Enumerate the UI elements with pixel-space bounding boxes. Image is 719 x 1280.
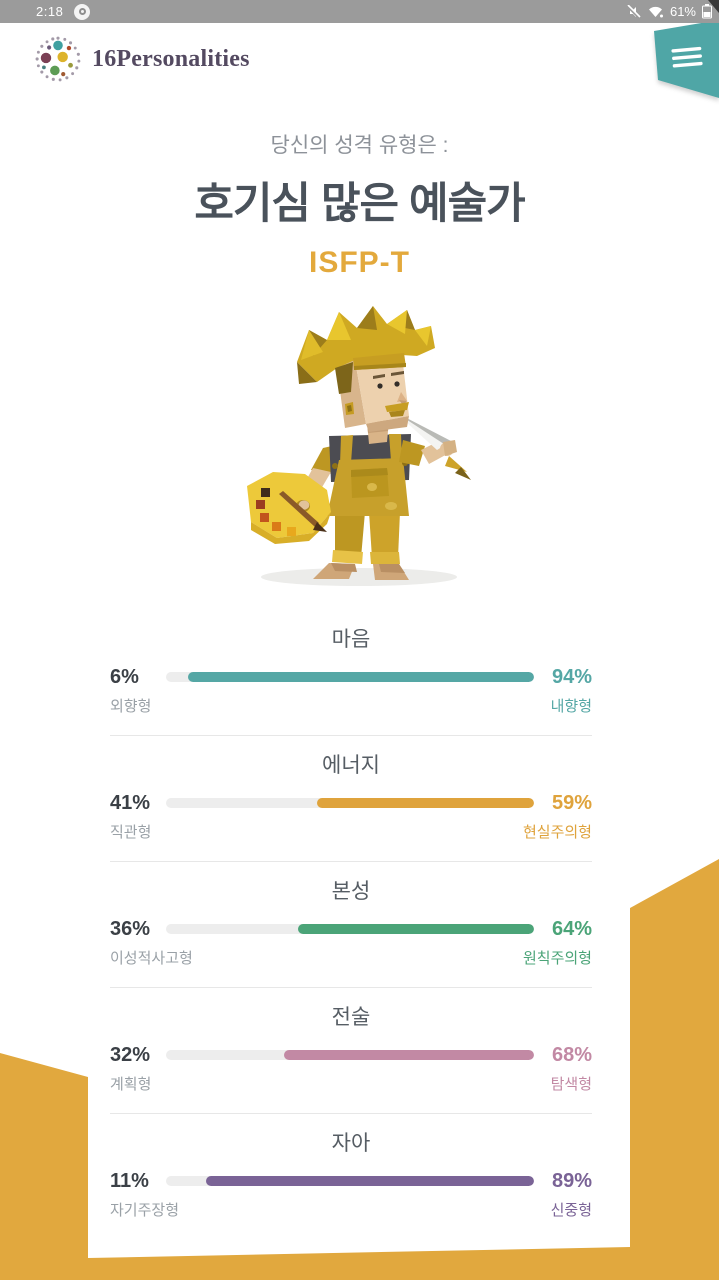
trait-title: 에너지 xyxy=(322,754,380,777)
trait-right-label: 현실주의형 xyxy=(522,824,592,841)
trait-title: 자아 xyxy=(331,1132,371,1155)
trait-bar-fill xyxy=(316,798,534,808)
trait-bar xyxy=(166,1050,534,1060)
trait-bar xyxy=(166,924,534,934)
trait-section-mind: 마음 6% 94% 외향형 내향형 xyxy=(110,628,592,716)
trait-bar xyxy=(166,798,534,808)
trait-right-percent: 64% xyxy=(551,918,592,940)
trait-bar xyxy=(166,672,534,682)
trait-right-label: 내향형 xyxy=(550,698,592,715)
hamburger-menu-icon xyxy=(671,46,703,68)
notification-icon xyxy=(74,3,91,20)
trait-title: 전술 xyxy=(331,1006,371,1029)
trait-right-label: 원칙주의형 xyxy=(522,950,592,967)
personality-type-name: 호기심 많은 예술가 xyxy=(194,180,525,228)
trait-title: 마음 xyxy=(331,628,371,651)
divider xyxy=(110,735,592,736)
trait-right-percent: 68% xyxy=(551,1044,592,1066)
trait-right-label: 신중형 xyxy=(550,1202,592,1219)
trait-bar-fill xyxy=(188,672,534,682)
status-bar: 2:18 61% xyxy=(0,0,719,23)
trait-right-percent: 89% xyxy=(551,1170,592,1192)
isfp-artist-illustration xyxy=(247,306,471,586)
trait-section-nature: 본성 36% 64% 이성적사고형 원칙주의형 xyxy=(110,880,592,968)
trait-bar-fill xyxy=(283,1050,534,1060)
trait-left-percent: 32% xyxy=(110,1044,151,1066)
trait-left-percent: 6% xyxy=(110,666,139,688)
brand-logo[interactable]: 16Personalities xyxy=(34,35,250,83)
divider xyxy=(110,987,592,988)
trait-left-label: 외향형 xyxy=(110,698,152,715)
wifi-icon xyxy=(648,6,663,18)
brand-name: 16Personalities xyxy=(92,45,250,72)
trait-right-percent: 94% xyxy=(551,666,592,688)
menu-button[interactable] xyxy=(653,20,719,102)
trait-section-tactics: 전술 32% 68% 계획형 탐색형 xyxy=(110,1006,592,1094)
trait-left-label: 자기주장형 xyxy=(110,1202,180,1219)
trait-right-percent: 59% xyxy=(551,792,592,814)
trait-bar xyxy=(166,1176,534,1186)
site-header: 16Personalities xyxy=(0,20,719,105)
trait-left-percent: 36% xyxy=(110,918,151,940)
trait-section-identity: 자아 11% 89% 자기주장형 신중형 xyxy=(110,1132,592,1220)
trait-bar-fill xyxy=(298,924,534,934)
clock: 2:18 xyxy=(36,4,64,19)
trait-right-label: 탐색형 xyxy=(550,1076,592,1093)
battery-percent: 61% xyxy=(669,4,696,19)
divider xyxy=(110,1113,592,1114)
mute-icon xyxy=(626,4,641,19)
trait-left-label: 직관형 xyxy=(110,824,152,841)
trait-section-energy: 에너지 41% 59% 직관형 현실주의형 xyxy=(110,754,592,842)
intro-text: 당신의 성격 유형은 : xyxy=(270,134,449,157)
trait-results: 마음 6% 94% 외향형 내향형 에너지 41% 59% xyxy=(110,628,592,1220)
screen-corner-artifact xyxy=(708,0,719,13)
trait-left-percent: 41% xyxy=(110,792,151,814)
personality-type-code: ISFP-T xyxy=(309,246,410,279)
divider xyxy=(110,861,592,862)
trait-left-label: 계획형 xyxy=(110,1076,152,1093)
trait-left-percent: 11% xyxy=(110,1170,149,1192)
trait-title: 본성 xyxy=(331,880,371,903)
trait-left-label: 이성적사고형 xyxy=(110,950,193,967)
trait-bar-fill xyxy=(206,1176,534,1186)
logo-globe-icon xyxy=(35,36,81,82)
